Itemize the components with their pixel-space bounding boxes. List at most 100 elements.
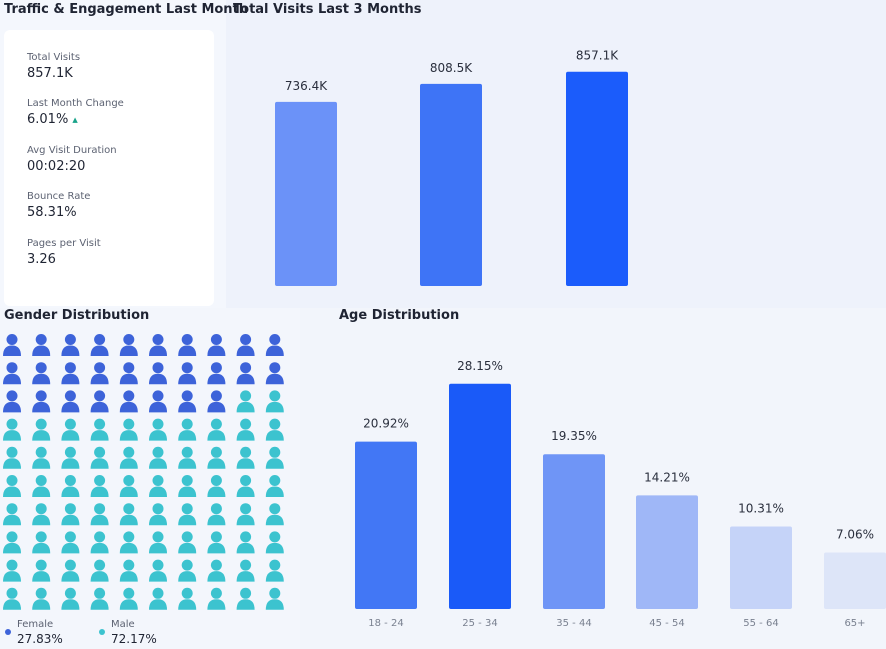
legend-male-value: 72.17% [111, 632, 157, 646]
person-icon [207, 559, 226, 582]
person-icon [119, 446, 138, 469]
person-icon [90, 475, 109, 497]
person-icon [178, 503, 197, 526]
age-chart-title: Age Distribution [339, 308, 460, 323]
age-bar [449, 383, 511, 609]
age-bar [543, 454, 605, 609]
person-icon [236, 418, 255, 441]
person-icon [90, 362, 109, 385]
person-icon [119, 587, 138, 610]
triangle-up-icon: ▲ [72, 115, 78, 124]
person-icon [149, 587, 167, 610]
person-icon [32, 334, 51, 356]
legend-female-value: 27.83% [17, 632, 63, 646]
stat-avg-visit-duration: Avg Visit Duration 00:02:20 [27, 145, 117, 174]
person-icon [32, 503, 51, 526]
person-icon [32, 418, 51, 441]
person-icon [32, 587, 51, 610]
person-icon [32, 559, 51, 582]
stat-pages-per-visit: Pages per Visit 3.26 [27, 238, 101, 267]
stat-last-month-change: Last Month Change 6.01% ▲ [27, 98, 124, 127]
person-icon [265, 334, 284, 356]
person-icon [119, 390, 138, 413]
person-icon [207, 587, 226, 610]
person-icon [90, 334, 109, 356]
person-icon [119, 503, 138, 526]
female-dot-icon [5, 629, 11, 635]
person-icon [3, 559, 21, 582]
person-icon [265, 503, 284, 526]
person-icon [149, 559, 167, 582]
person-icon [236, 587, 255, 610]
person-icon [178, 334, 197, 356]
person-icon [90, 559, 109, 582]
person-icon [119, 531, 138, 554]
person-icon [265, 531, 284, 554]
person-icon [3, 334, 21, 356]
stat-value: 6.01% [27, 112, 69, 127]
person-icon [178, 390, 197, 413]
gender-icon-grid [3, 334, 284, 610]
person-icon [3, 503, 21, 526]
person-icon [61, 334, 80, 356]
person-icon [90, 503, 109, 526]
age-bar [824, 552, 886, 609]
visits-bar [420, 83, 482, 286]
person-icon [178, 362, 197, 385]
person-icon [119, 475, 138, 497]
person-icon [32, 446, 51, 469]
person-icon [149, 362, 167, 385]
person-icon [149, 418, 167, 441]
stat-value: 3.26 [27, 252, 56, 267]
person-icon [90, 418, 109, 441]
visits-value-label: 857.1K [576, 49, 619, 63]
stat-bounce-rate: Bounce Rate 58.31% [27, 191, 90, 220]
stat-label: Last Month Change [27, 98, 124, 109]
age-bar-chart: 20.92% 18 - 24 28.15% 25 - 34 19.35% 35 - 44 1… [355, 359, 886, 629]
person-icon [236, 362, 255, 385]
person-icon [90, 390, 109, 413]
person-icon [236, 503, 255, 526]
visits-value-label: 808.5K [430, 61, 473, 75]
person-icon [149, 334, 167, 356]
person-icon [265, 559, 284, 582]
age-value-label: 7.06% [836, 528, 874, 542]
person-icon [32, 531, 51, 554]
person-icon [149, 503, 167, 526]
age-category-label: 18 - 24 [368, 618, 403, 629]
person-icon [236, 390, 255, 413]
male-dot-icon [99, 629, 105, 635]
person-icon [207, 390, 226, 413]
age-category-label: 45 - 54 [649, 618, 684, 629]
legend-female-label: Female [17, 619, 54, 630]
visits-bar-chart: 736.4K 808.5K 857.1K [275, 49, 628, 287]
person-icon [178, 587, 197, 610]
person-icon [207, 503, 226, 526]
person-icon [178, 475, 197, 497]
age-bar [730, 526, 792, 609]
person-icon [3, 362, 21, 385]
person-icon [3, 531, 21, 554]
person-icon [90, 531, 109, 554]
person-icon [61, 418, 80, 441]
person-icon [119, 559, 138, 582]
person-icon [149, 390, 167, 413]
visits-bar [275, 101, 337, 287]
person-icon [236, 446, 255, 469]
stat-total-visits: Total Visits 857.1K [27, 52, 80, 81]
person-icon [61, 587, 80, 610]
person-icon [236, 475, 255, 497]
age-value-label: 20.92% [363, 417, 409, 431]
person-icon [178, 446, 197, 469]
person-icon [207, 531, 226, 554]
person-icon [61, 503, 80, 526]
legend-male-label: Male [111, 619, 135, 630]
visits-value-label: 736.4K [285, 79, 328, 93]
person-icon [207, 418, 226, 441]
person-icon [32, 390, 51, 413]
stat-value: 00:02:20 [27, 159, 86, 174]
person-icon [236, 531, 255, 554]
person-icon [265, 362, 284, 385]
age-value-label: 10.31% [738, 502, 784, 516]
person-icon [207, 446, 226, 469]
